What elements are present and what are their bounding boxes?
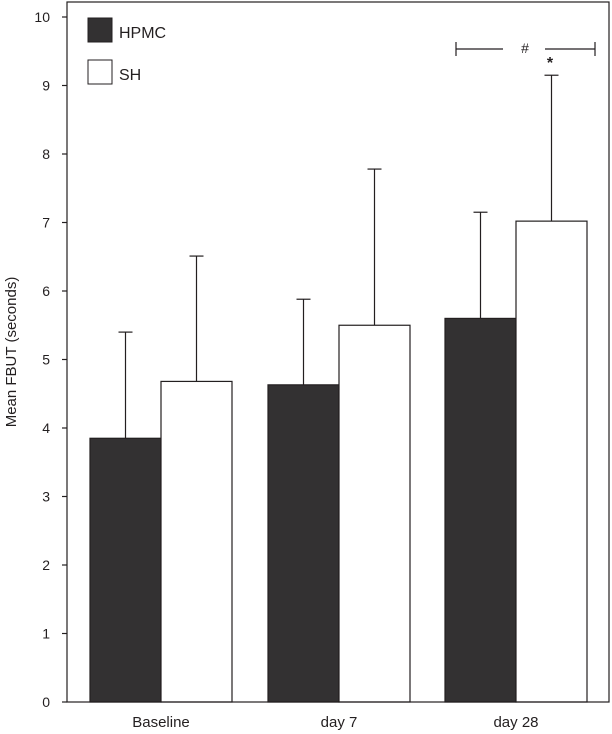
legend-swatch-sh [87, 59, 113, 85]
y-tick-label: 6 [42, 283, 50, 299]
hash-annotation: # [521, 40, 529, 56]
bar-sh-day-7 [338, 324, 411, 703]
y-tick-label: 1 [42, 626, 50, 642]
y-tick-label: 4 [42, 420, 50, 436]
plot-frame [66, 1, 610, 703]
y-tick-label: 9 [42, 78, 50, 94]
asterisk-annotation: * [547, 55, 554, 72]
legend-label-sh: SH [119, 67, 141, 84]
y-tick-label: 10 [34, 9, 50, 25]
y-tick-label: 0 [42, 694, 50, 710]
x-tick-label: day 28 [493, 714, 538, 731]
bar-hpmc-day-28 [444, 317, 517, 703]
significance-annotations: # * [455, 40, 596, 72]
bar-sh-day-28 [515, 220, 588, 703]
y-tick-label: 3 [42, 489, 50, 505]
bar-series [89, 220, 588, 703]
bar-sh-baseline [160, 380, 233, 703]
y-tick-label: 2 [42, 557, 50, 573]
x-tick-label: Baseline [132, 714, 190, 731]
y-axis-ticks: 0 1 2 3 4 5 6 7 8 9 10 [34, 9, 67, 710]
y-tick-label: 8 [42, 146, 50, 162]
y-axis-label: Mean FBUT (seconds) [3, 277, 20, 428]
legend-swatch-hpmc [87, 17, 113, 43]
y-tick-label: 7 [42, 215, 50, 231]
bar-hpmc-day-7 [267, 384, 340, 703]
legend-label-hpmc: HPMC [119, 25, 166, 42]
y-tick-label: 5 [42, 352, 50, 368]
bar-hpmc-baseline [89, 437, 162, 703]
legend: HPMC SH [87, 17, 166, 85]
x-axis-labels: Baseline day 7 day 28 [132, 714, 538, 731]
x-tick-label: day 7 [321, 714, 358, 731]
error-bars [118, 74, 559, 439]
